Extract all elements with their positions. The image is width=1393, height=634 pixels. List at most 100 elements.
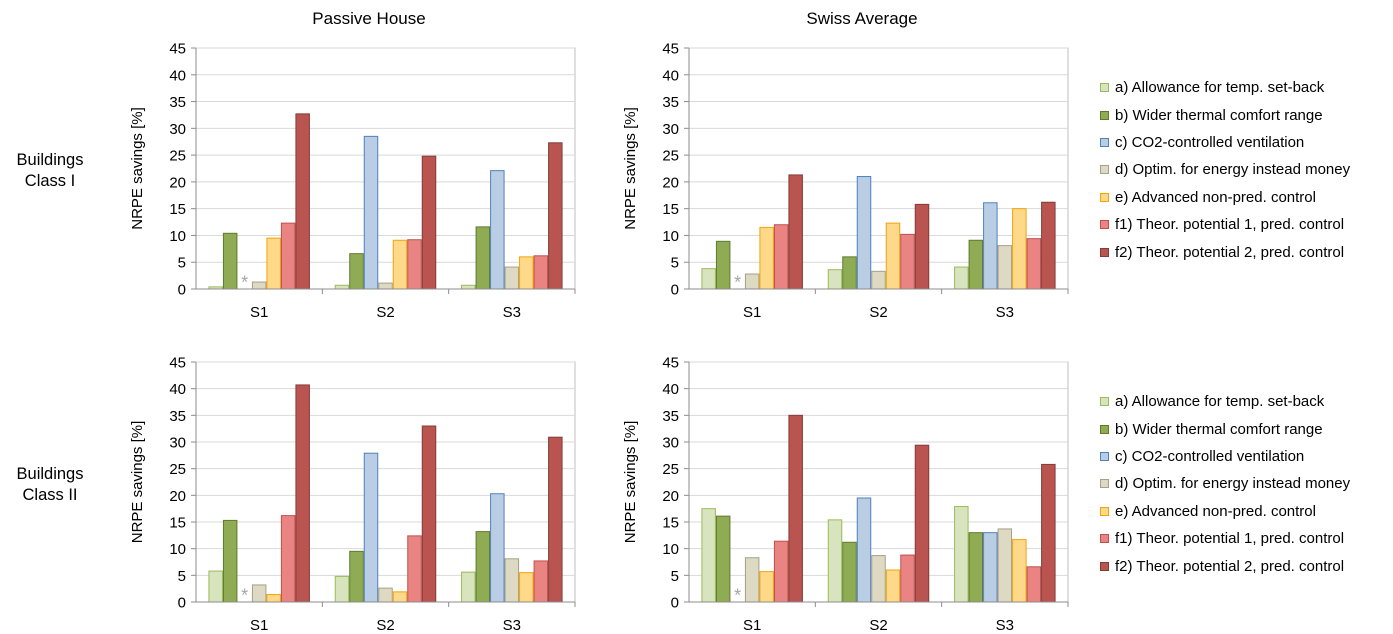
legend-item: f1) Theor. potential 1, pred. control xyxy=(1100,211,1350,238)
bar xyxy=(954,506,969,603)
y-axis-label: NRPE savings [%] xyxy=(129,421,146,544)
bar xyxy=(759,571,774,603)
y-tick-label: 10 xyxy=(662,541,679,558)
y-tick-label: 45 xyxy=(662,355,679,372)
x-tick-label: S1 xyxy=(250,617,268,634)
bar xyxy=(885,569,901,603)
y-tick-label: 25 xyxy=(169,461,186,478)
legend-swatch xyxy=(1100,165,1109,175)
y-tick-label: 10 xyxy=(169,228,186,245)
y-tick-label: 35 xyxy=(662,94,679,111)
y-tick-label: 20 xyxy=(169,488,186,505)
legend-swatch xyxy=(1100,110,1109,120)
row-label-class-1-line2: Class I xyxy=(24,172,76,190)
y-tick-label: 25 xyxy=(169,148,186,165)
bar xyxy=(914,444,930,603)
legend-label: b) Wider thermal comfort range xyxy=(1115,106,1323,124)
row-label-class-2: Buildings Class II xyxy=(0,464,100,506)
legend-item: d) Optim. for energy instead money xyxy=(1100,470,1350,497)
legend-item: c) CO2-controlled ventilation xyxy=(1100,443,1350,470)
legend-class-2: a) Allowance for temp. set-back b) Wider … xyxy=(1100,388,1350,580)
column-title-passive-house: Passive House xyxy=(312,9,426,28)
y-tick-label: 45 xyxy=(169,355,186,372)
y-tick-label: 5 xyxy=(671,568,679,585)
x-tick-label: S2 xyxy=(869,304,887,321)
y-tick-label: 45 xyxy=(662,41,679,58)
y-tick-label: 40 xyxy=(169,67,186,84)
legend-item: a) Allowance for temp. set-back xyxy=(1100,388,1350,415)
bar xyxy=(983,532,998,603)
legend-label: f1) Theor. potential 1, pred. control xyxy=(1115,530,1345,548)
bar-annotation: * xyxy=(734,273,741,293)
y-tick-label: 30 xyxy=(169,435,186,452)
legend-label: d) Optim. for energy instead money xyxy=(1115,475,1351,493)
y-tick-label: 15 xyxy=(169,201,186,218)
bar xyxy=(1026,566,1042,603)
y-tick-label: 5 xyxy=(178,255,186,272)
legend-label: d) Optim. for energy instead money xyxy=(1115,161,1351,179)
row-label-class-2-line1: Buildings xyxy=(16,465,84,483)
bar xyxy=(871,555,886,603)
legend-swatch xyxy=(1100,397,1109,407)
legend-swatch xyxy=(1100,220,1109,230)
y-tick-label: 10 xyxy=(662,228,679,245)
y-tick-label: 25 xyxy=(662,461,679,478)
y-tick-label: 15 xyxy=(662,201,679,218)
y-tick-label: 20 xyxy=(169,174,186,191)
y-tick-label: 25 xyxy=(662,148,679,165)
legend-swatch xyxy=(1100,534,1109,544)
bar xyxy=(1012,539,1027,603)
bar xyxy=(842,541,857,603)
legend-swatch xyxy=(1100,137,1109,147)
legend-swatch xyxy=(1100,506,1109,516)
legend-label: c) CO2-controlled ventilation xyxy=(1115,447,1305,465)
bar-annotation: * xyxy=(241,586,248,606)
y-tick-label: 0 xyxy=(178,282,186,299)
legend-swatch xyxy=(1100,83,1109,93)
legend-item: f1) Theor. potential 1, pred. control xyxy=(1100,525,1350,552)
legend-label: f1) Theor. potential 1, pred. control xyxy=(1115,216,1345,234)
legend-swatch xyxy=(1100,247,1109,257)
y-tick-label: 5 xyxy=(671,255,679,272)
legend-label: f2) Theor. potential 2, pred. control xyxy=(1115,557,1345,575)
y-tick-label: 10 xyxy=(169,541,186,558)
y-tick-label: 35 xyxy=(662,408,679,425)
legend-label: b) Wider thermal comfort range xyxy=(1115,420,1323,438)
y-tick-label: 40 xyxy=(169,381,186,398)
column-title-swiss-average: Swiss Average xyxy=(806,9,918,28)
legend-item: b) Wider thermal comfort range xyxy=(1100,415,1350,442)
y-tick-label: 0 xyxy=(671,595,679,612)
y-tick-label: 20 xyxy=(662,174,679,191)
legend-item: c) CO2-controlled ventilation xyxy=(1100,129,1350,156)
y-tick-label: 30 xyxy=(662,121,679,138)
bar-annotation: * xyxy=(241,273,248,293)
x-tick-label: S1 xyxy=(743,617,761,634)
legend-label: a) Allowance for temp. set-back xyxy=(1115,79,1325,97)
x-tick-label: S2 xyxy=(376,617,394,634)
legend-swatch xyxy=(1100,451,1109,461)
bar xyxy=(788,414,803,603)
row-label-class-1-line1: Buildings xyxy=(16,151,84,169)
y-axis-label: NRPE savings [%] xyxy=(622,107,639,230)
legend-item: f2) Theor. potential 2, pred. control xyxy=(1100,552,1350,579)
y-tick-label: 0 xyxy=(178,595,186,612)
legend-swatch xyxy=(1100,192,1109,202)
bar xyxy=(715,515,731,603)
x-tick-label: S1 xyxy=(250,304,268,321)
legend-label: c) CO2-controlled ventilation xyxy=(1115,133,1305,151)
y-axis-label: NRPE savings [%] xyxy=(129,107,146,230)
row-label-class-1: Buildings Class I xyxy=(0,150,100,192)
legend-item: e) Advanced non-pred. control xyxy=(1100,184,1350,211)
bar xyxy=(856,497,872,603)
y-tick-label: 15 xyxy=(662,515,679,532)
legend-item: a) Allowance for temp. set-back xyxy=(1100,74,1350,101)
legend-item: d) Optim. for energy instead money xyxy=(1100,156,1350,183)
legend-item: b) Wider thermal comfort range xyxy=(1100,101,1350,128)
x-tick-label: S1 xyxy=(743,304,761,321)
legend-swatch xyxy=(1100,561,1109,571)
y-tick-label: 15 xyxy=(169,515,186,532)
legend-label: e) Advanced non-pred. control xyxy=(1115,188,1316,206)
